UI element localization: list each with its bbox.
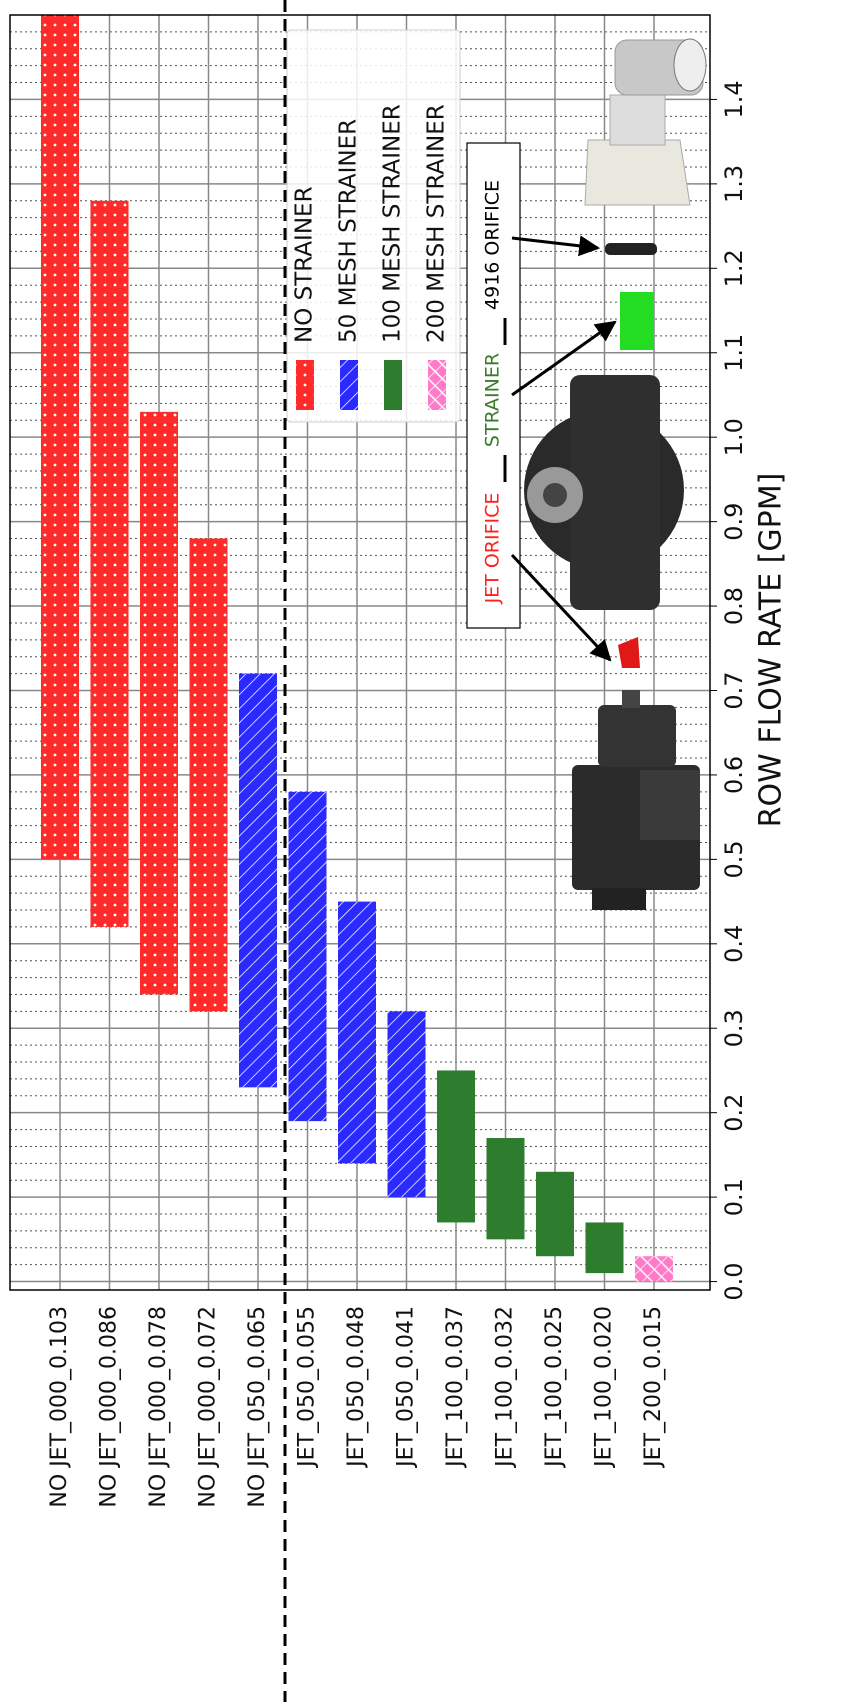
legend-swatch-pattern [296,360,314,410]
bar [437,1070,475,1223]
x-tick-label: NO JET_000_0.072 [196,1306,221,1508]
bar [486,1138,525,1240]
legend-swatch-pattern [428,360,446,410]
bar-pattern [288,791,327,1122]
y-tick-label: 1.4 [720,80,748,118]
y-tick-label: 1.1 [720,334,748,372]
legend-swatch [384,360,402,410]
bar-pattern [189,538,228,1012]
y-tick-label: 0.6 [720,756,748,794]
strainer-part [620,292,654,350]
nozzle-tip [622,690,640,708]
arrow [511,235,601,257]
x-tick-label: JET_100_0.020 [592,1306,617,1469]
y-tick-label: 1.0 [720,418,748,456]
y-tick-label: 1.3 [720,165,748,203]
legend-label: NO STRAINER [292,186,318,343]
y-tick-label: 0.8 [720,587,748,625]
axis-title: ROW FLOW RATE [GPM] [754,473,789,828]
y-tick-label: 1.2 [720,249,748,287]
annotation-label: 4916 ORIFICE [482,180,504,310]
x-tick-label: JET_100_0.037 [443,1306,468,1469]
x-tick-label: NO JET_050_0.065 [245,1306,270,1508]
bar [585,1222,624,1274]
annotation-box [466,142,521,629]
legend-swatch-pattern [340,360,358,410]
bar-pattern [41,15,79,860]
x-tick-label: NO JET_000_0.103 [47,1306,72,1508]
jet-orifice-part [618,637,640,668]
fitting-port [673,38,707,92]
bar-pattern [387,1011,426,1198]
bar-pattern [90,200,129,927]
x-tick-label: JET_050_0.048 [344,1306,369,1469]
bar-pattern [239,673,277,1088]
arrow [510,553,612,662]
annotations: JET ORIFICE STRAINER 4916 ORIFICE [482,180,504,604]
nozzle-thread [592,888,646,910]
y-tick-label: 0.5 [720,840,748,878]
y-tick-label: 0.4 [720,925,748,963]
x-tick-label: NO JET_000_0.078 [146,1306,171,1508]
plot-frame [9,14,711,1291]
legend-frame [286,29,461,423]
x-tick-label: JET_100_0.025 [542,1306,567,1469]
fitting-neck [609,94,666,146]
annotation-label: STRAINER [482,353,504,447]
y-tick-label: 0.1 [720,1178,748,1216]
y-tick-label: 0.9 [720,503,748,541]
legend-label: 100 MESH STRAINER [380,104,406,343]
bar-pattern [140,411,178,995]
legend-label: 200 MESH STRAINER [424,104,450,343]
x-tick-label: JET_100_0.032 [493,1306,518,1469]
y-tick-label: 0.7 [720,671,748,709]
legend-label: 50 MESH STRAINER [336,119,362,343]
x-tick-label: JET_200_0.015 [641,1306,666,1469]
product-illustration [524,38,707,910]
bar-pattern [635,1256,673,1282]
x-tick-label: JET_050_0.055 [295,1306,320,1469]
fitting-body [584,139,691,206]
bar [536,1171,574,1257]
strainer-body [570,375,660,610]
y-tick-label: 0.0 [720,1262,748,1300]
x-tick-label: JET_050_0.041 [394,1306,419,1469]
x-tick-label: NO JET_000_0.086 [97,1306,122,1508]
bars [41,15,673,1282]
orifice-part [605,243,657,255]
annotation-label: JET ORIFICE [482,493,504,605]
bar-pattern [338,901,376,1164]
arrow [511,320,617,397]
strainer-cap-center [543,483,567,507]
y-tick-label: 0.2 [720,1094,748,1132]
legend: NO STRAINER 50 MESH STRAINER 100 MESH STRA… [286,29,461,423]
y-tick-label: 0.3 [720,1009,748,1047]
nozzle-neck [598,705,676,767]
nozzle-block [640,770,700,840]
